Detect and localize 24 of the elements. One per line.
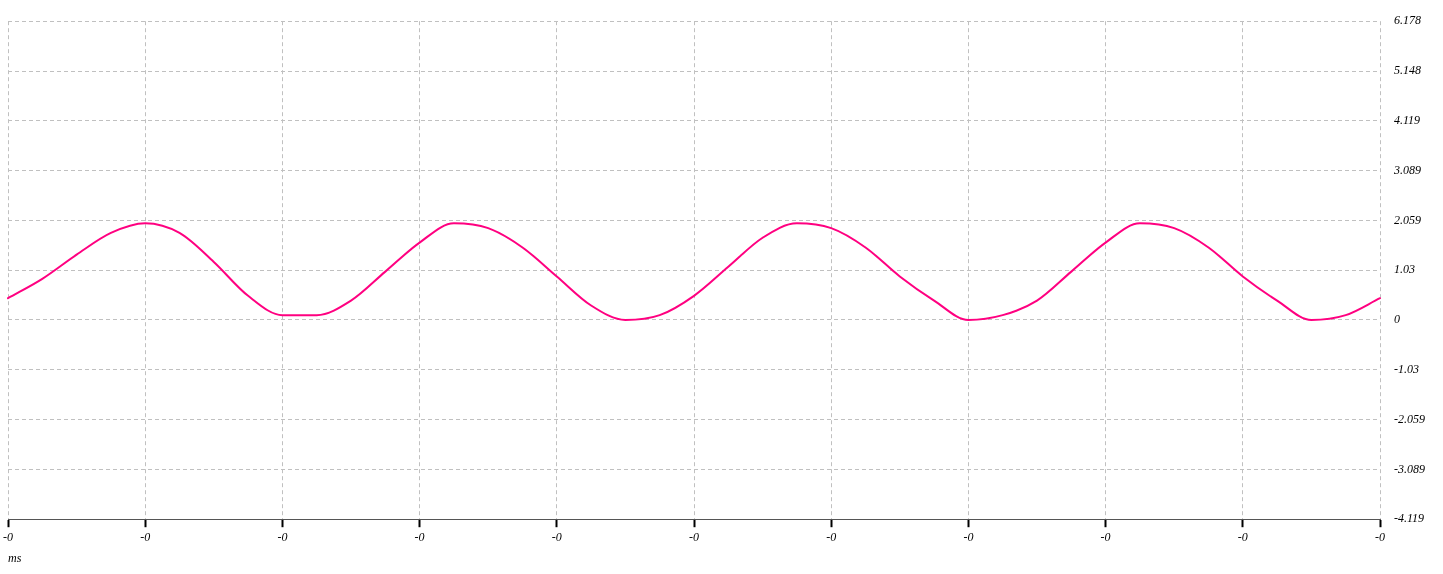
y-tick-label: 1.03 [1394,262,1415,277]
x-tick-label: -0 [277,529,288,544]
x-tick-label: -0 [1375,529,1385,544]
y-tick-label: 6.178 [1394,13,1421,28]
x-tick-label: -0 [826,529,837,544]
y-tick-label: 5.148 [1394,63,1421,78]
x-tick-label: -0 [140,529,151,544]
x-tick-label: -0 [1100,529,1111,544]
x-tick-label: -0 [689,529,699,544]
y-tick-label: -1.03 [1394,361,1419,376]
x-tick-label: -0 [1237,529,1248,544]
x-tick-label: -0 [414,529,425,544]
y-tick-label: -3.089 [1394,461,1425,476]
y-tick-label: 4.119 [1394,112,1421,127]
x-tick-label: -0 [963,529,974,544]
y-tick-label: 2.059 [1394,212,1421,227]
y-tick-label: 3.089 [1393,162,1421,177]
y-tick-label: -4.119 [1394,511,1425,526]
x-tick-label: -0 [3,529,13,544]
x-tick-label: -0 [551,529,562,544]
line-series [7,222,1381,321]
y-tick-label: -2.059 [1394,411,1425,426]
x-axis-title: ms [8,550,22,565]
y-tick-label: 0 [1394,312,1400,327]
